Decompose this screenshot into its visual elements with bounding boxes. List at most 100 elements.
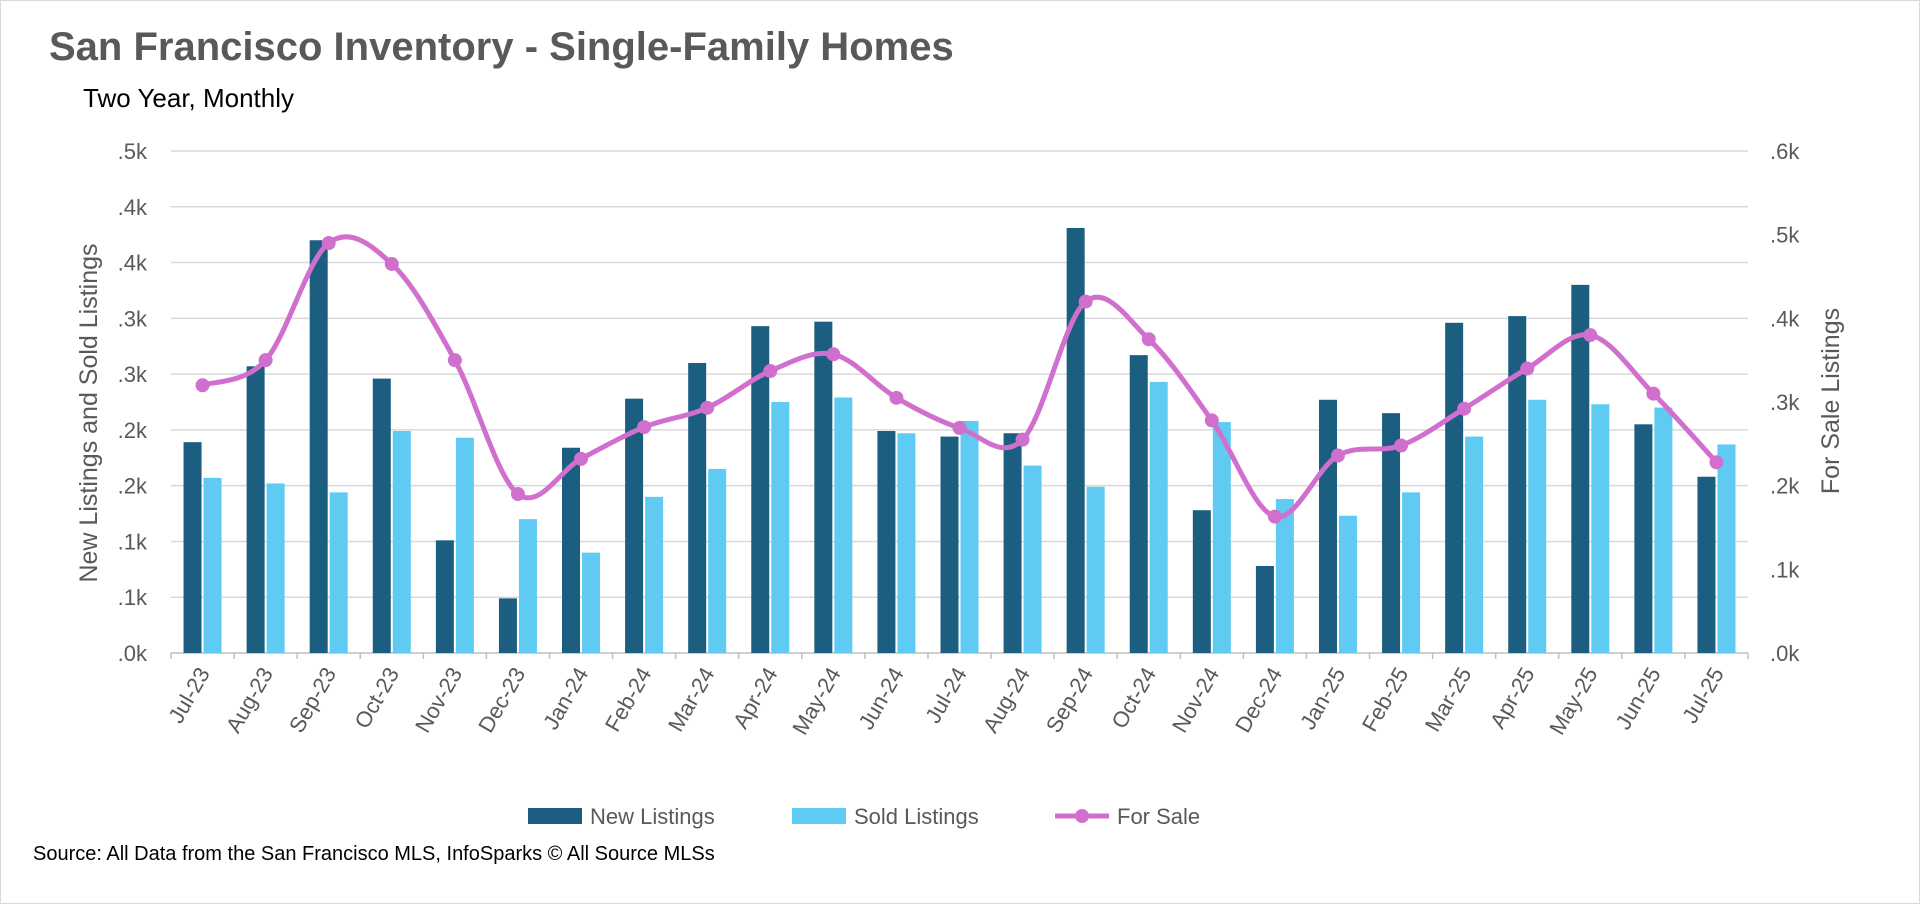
x-tick-label: Jul-24 — [920, 663, 972, 727]
for-sale-point — [510, 487, 525, 502]
bar-sold-listings — [897, 433, 916, 653]
right-axis-ticks: .0k .1k .2k .3k .4k .5k .6k — [1770, 139, 1800, 666]
legend-item: New Listings — [528, 804, 715, 829]
bar-new-listings — [751, 326, 770, 653]
for-sale-point — [1267, 509, 1282, 524]
bar-new-listings — [625, 398, 644, 653]
bar-sold-listings — [392, 431, 411, 653]
x-tick-label: Jul-25 — [1677, 663, 1729, 727]
bar-sold-listings — [1023, 465, 1042, 653]
bar-new-listings — [1382, 413, 1401, 653]
bar-new-listings — [1003, 433, 1022, 653]
bar-sold-listings — [1528, 399, 1547, 653]
chart-subtitle: Two Year, Monthly — [83, 83, 295, 113]
for-sale-point — [1520, 361, 1535, 376]
x-axis-ticks: Jul-23 Aug-23 Sep-23 Oct-23 Nov-23 Dec-23 Jan-… — [163, 653, 1749, 739]
bar-new-listings — [562, 447, 581, 653]
for-sale-point — [1078, 294, 1093, 309]
left-tick-label: .5k — [118, 139, 148, 164]
x-tick-label: Mar-24 — [663, 663, 719, 736]
x-tick-label: May-24 — [787, 663, 845, 739]
x-tick-label: Apr-24 — [728, 663, 783, 733]
for-sale-point — [952, 420, 967, 435]
for-sale-point — [384, 256, 399, 271]
x-tick-label: Jun-24 — [853, 663, 908, 734]
for-sale-point — [1330, 448, 1345, 463]
bar-new-listings — [877, 431, 896, 653]
left-axis-title: New Listings and Sold Listings — [75, 243, 103, 582]
bar-sold-listings — [1717, 444, 1736, 653]
x-tick-label: Dec-23 — [473, 663, 530, 737]
left-tick-label: .3k — [118, 306, 148, 331]
for-sale-point — [700, 400, 715, 415]
bar-sold-listings — [771, 402, 790, 653]
right-tick-label: .5k — [1770, 223, 1800, 248]
for-sale-point — [889, 390, 904, 405]
for-sale-point — [1646, 386, 1661, 401]
left-tick-label: .1k — [118, 529, 148, 554]
bar-sold-listings — [1465, 436, 1484, 653]
x-tick-label: Jan-24 — [538, 663, 593, 734]
for-sale-point — [1204, 413, 1219, 428]
legend-label: For Sale — [1117, 804, 1200, 829]
legend-label: Sold Listings — [854, 804, 979, 829]
for-sale-point — [1709, 455, 1724, 470]
x-tick-label: Feb-25 — [1357, 663, 1414, 736]
x-tick-label: Nov-24 — [1167, 663, 1224, 737]
bar-new-listings — [688, 362, 707, 653]
bar-sold-listings — [329, 492, 348, 653]
right-tick-label: .2k — [1770, 474, 1800, 499]
bar-sold-listings — [455, 437, 474, 653]
line-series — [195, 234, 1724, 524]
x-tick-label: Nov-23 — [410, 663, 467, 737]
right-tick-label: .4k — [1770, 306, 1800, 331]
bar-new-listings — [498, 598, 517, 653]
bar-new-listings — [372, 378, 391, 653]
left-tick-label: .1k — [118, 585, 148, 610]
x-tick-label: Sep-24 — [1041, 663, 1098, 737]
bar-new-listings — [1634, 424, 1653, 653]
bar-sold-listings — [266, 483, 285, 653]
bar-new-listings — [246, 366, 265, 653]
bar-new-listings — [1508, 316, 1527, 653]
bar-new-listings — [183, 442, 202, 653]
legend-label: New Listings — [590, 804, 715, 829]
x-tick-label: Feb-24 — [600, 663, 657, 736]
bar-sold-listings — [203, 477, 222, 653]
for-sale-point — [258, 353, 273, 368]
bar-new-listings — [940, 436, 959, 653]
bar-series — [183, 227, 1736, 653]
bar-sold-listings — [708, 468, 727, 653]
legend: New Listings Sold Listings For Sale — [528, 804, 1200, 829]
x-tick-label: May-25 — [1544, 663, 1602, 739]
source-note: Source: All Data from the San Francisco … — [33, 843, 715, 865]
bar-sold-listings — [1338, 515, 1357, 653]
bar-new-listings — [309, 240, 328, 653]
bar-sold-listings — [518, 519, 537, 653]
x-tick-label: Jun-25 — [1610, 663, 1665, 734]
bar-sold-listings — [1149, 381, 1168, 653]
bar-new-listings — [1571, 284, 1590, 653]
left-tick-label: .3k — [118, 362, 148, 387]
for-sale-point — [1015, 432, 1030, 447]
legend-item: Sold Listings — [792, 804, 979, 829]
bar-sold-listings — [1086, 486, 1105, 653]
left-tick-label: .2k — [118, 474, 148, 499]
bar-new-listings — [1697, 476, 1716, 653]
bar-new-listings — [814, 321, 833, 653]
x-tick-label: Apr-25 — [1485, 663, 1540, 733]
x-tick-label: Dec-24 — [1230, 663, 1287, 737]
bar-sold-listings — [1402, 492, 1421, 653]
legend-marker — [1075, 809, 1089, 823]
bar-new-listings — [1129, 355, 1148, 653]
bar-new-listings — [1318, 399, 1337, 653]
bar-sold-listings — [1591, 404, 1610, 653]
bar-new-listings — [1255, 565, 1274, 653]
right-tick-label: .0k — [1770, 641, 1800, 666]
x-tick-label: Mar-25 — [1420, 663, 1476, 736]
left-tick-label: .4k — [118, 251, 148, 276]
right-axis-title: For Sale Listings — [1817, 308, 1845, 494]
x-tick-label: Jul-23 — [163, 663, 215, 727]
